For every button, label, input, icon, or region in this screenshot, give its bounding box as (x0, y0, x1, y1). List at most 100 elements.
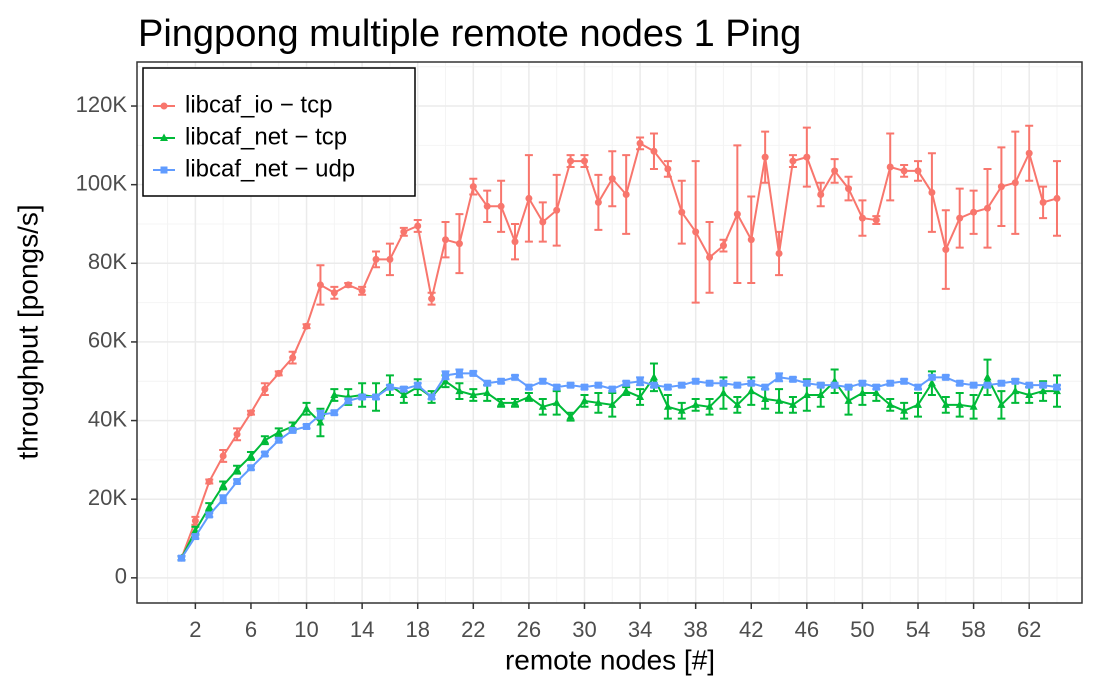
x-tick-label: 6 (245, 617, 257, 642)
y-tick-label: 80K (88, 249, 127, 274)
point (330, 289, 338, 297)
point (761, 383, 769, 391)
point (955, 400, 964, 408)
point (414, 222, 422, 230)
point (1025, 390, 1034, 399)
point (469, 183, 477, 191)
point (303, 422, 311, 430)
point (844, 396, 853, 404)
point (372, 255, 380, 263)
point (580, 157, 588, 165)
point (997, 183, 1005, 191)
y-tick-label: 60K (88, 328, 127, 353)
x-tick-label: 22 (461, 617, 485, 642)
point (205, 478, 213, 486)
point (191, 533, 199, 541)
point (289, 426, 297, 434)
point (608, 400, 617, 408)
point (719, 388, 728, 397)
point (1039, 386, 1048, 395)
point (539, 218, 547, 226)
point (455, 386, 464, 395)
point (705, 402, 714, 410)
point (483, 388, 492, 397)
x-tick-label: 2 (189, 617, 201, 642)
x-tick-label: 46 (795, 617, 819, 642)
point (747, 386, 756, 395)
point (442, 371, 450, 379)
point (552, 398, 561, 406)
point (970, 208, 978, 216)
point (664, 383, 672, 391)
point (553, 383, 561, 391)
point (261, 385, 269, 393)
point (497, 398, 506, 406)
point (956, 379, 964, 387)
point (594, 198, 602, 206)
point (247, 409, 255, 417)
point (802, 390, 811, 399)
point (941, 400, 950, 408)
point (984, 381, 991, 389)
point (525, 383, 533, 391)
point (831, 381, 839, 389)
y-tick-label: 0 (115, 564, 127, 589)
point (205, 511, 213, 519)
x-tick-label: 54 (906, 617, 930, 642)
point (567, 381, 575, 389)
point (997, 400, 1006, 408)
point (622, 190, 630, 198)
point (358, 287, 366, 295)
point (1011, 386, 1020, 395)
point (580, 383, 588, 391)
point (260, 435, 269, 444)
point (636, 392, 645, 400)
point (983, 372, 992, 381)
point (594, 398, 603, 406)
point (997, 379, 1005, 387)
x-tick-label: 10 (294, 617, 318, 642)
point (663, 402, 672, 410)
point (872, 216, 880, 224)
x-tick-label: 30 (572, 617, 596, 642)
point (344, 281, 352, 289)
point (900, 377, 908, 385)
point (900, 406, 909, 414)
point (497, 377, 505, 385)
point (872, 383, 880, 391)
point (914, 400, 923, 408)
x-tick-label: 58 (961, 617, 985, 642)
point (678, 208, 686, 216)
point (845, 383, 853, 391)
point (733, 381, 741, 389)
point (927, 378, 936, 387)
point (233, 430, 241, 438)
point (692, 377, 700, 385)
point (553, 206, 561, 214)
point (386, 383, 394, 391)
point (160, 166, 168, 174)
legend-label: libcaf_io − tcp (185, 91, 332, 118)
x-tick-label: 50 (850, 617, 874, 642)
point (316, 411, 324, 419)
point (511, 238, 519, 246)
point (692, 228, 700, 236)
point (1025, 381, 1033, 389)
point (789, 157, 797, 165)
x-tick-label: 34 (628, 617, 652, 642)
point (872, 388, 881, 397)
point (567, 157, 575, 165)
point (303, 322, 311, 330)
point (511, 373, 519, 381)
y-tick-label: 20K (88, 485, 127, 510)
point (289, 354, 297, 362)
point (886, 379, 894, 387)
x-tick-label: 38 (683, 617, 707, 642)
point (719, 242, 727, 250)
point (302, 404, 311, 412)
point (524, 392, 533, 400)
point (539, 377, 547, 385)
point (233, 478, 241, 486)
point (399, 390, 408, 399)
point (177, 554, 185, 562)
